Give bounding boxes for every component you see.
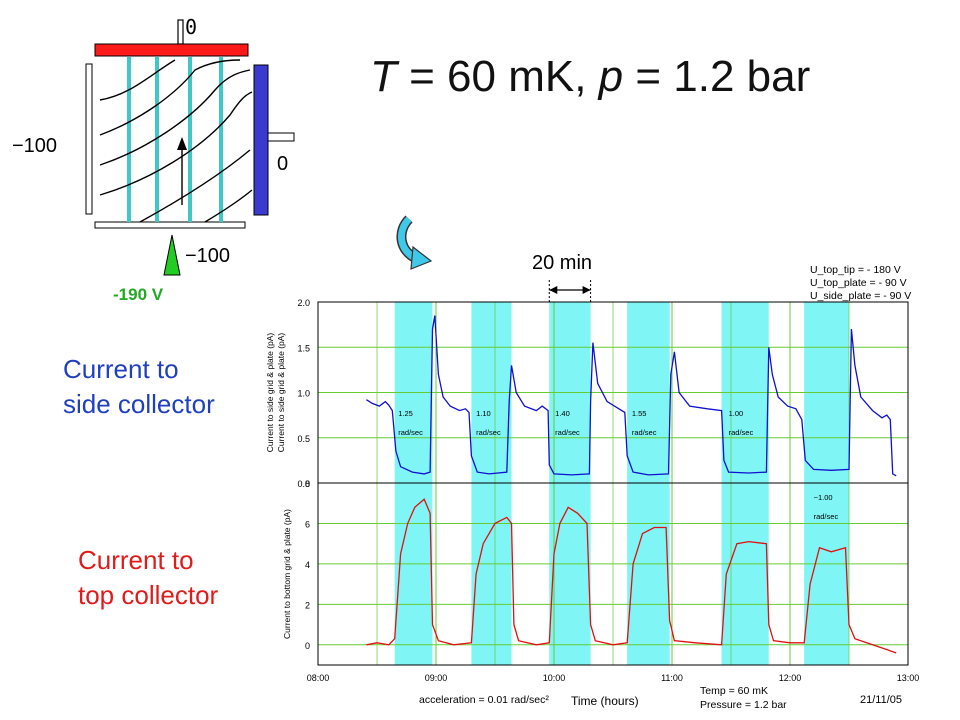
y-tick-label: 8 (305, 479, 310, 489)
duration-label: 20 min (532, 252, 593, 274)
rate-unit-label: rad/sec (555, 428, 580, 437)
y-tick-label: 1.5 (297, 343, 310, 353)
arrow-left-icon (549, 286, 558, 294)
y-tick-label: 6 (305, 519, 310, 529)
rotation-arrow-icon (396, 215, 433, 270)
top-value: 0 (185, 15, 197, 39)
top-plate (94, 43, 249, 57)
x-tick-label: 12:00 (779, 673, 802, 683)
x-tick-label: 11:00 (661, 673, 683, 683)
x-tick-label: 08:00 (307, 673, 330, 683)
y-axis-label: Current to bottom grid & plate (pA) (282, 509, 292, 639)
y-axis-label: Current to side grid & plate (pA) (265, 333, 275, 453)
rate-value-label: 1.40 (555, 409, 570, 418)
x-tick-label: 10:00 (543, 673, 566, 683)
y-tick-label: 0.5 (297, 434, 310, 444)
arrow-up-icon (177, 137, 187, 150)
arrow-right-icon (582, 286, 591, 294)
rate-value-label: 1.55 (632, 409, 647, 418)
rate-value-label: 1.00 (729, 409, 744, 418)
rate-value-label: 1.25 (398, 409, 413, 418)
rate-unit-label: rad/sec (814, 512, 839, 521)
left-plate (85, 63, 93, 215)
bottom-plate (94, 221, 246, 229)
slide-title: T = 60 mK, p = 1.2 bar (370, 52, 811, 101)
panel-frame (317, 482, 909, 666)
y-tick-label: 4 (305, 560, 310, 570)
side-plate-stem (267, 132, 295, 142)
series-line-0 (366, 315, 897, 477)
y-tick-label: 2.0 (297, 298, 310, 308)
rate-value-label: 1.10 (476, 409, 491, 418)
x-axis-label: Time (hours) (571, 694, 639, 708)
rate-unit-label: rad/sec (632, 428, 657, 437)
bottom-value: −100 (185, 245, 230, 267)
acceleration-note: acceleration = 0.01 rad/sec² (419, 694, 549, 706)
rate-value-label: −1.00 (814, 493, 833, 502)
right-value: 0 (277, 153, 288, 175)
voltage-notes: U_top_tip = - 180 V U_top_plate = - 90 V… (810, 264, 912, 302)
top-collector-label: Current to top collector (78, 545, 219, 611)
equipotential-lines (99, 59, 253, 223)
x-tick-label: 09:00 (425, 673, 448, 683)
rate-unit-label: rad/sec (729, 428, 754, 437)
date-label: 21/11/05 (860, 694, 903, 706)
rate-unit-label: rad/sec (476, 428, 501, 437)
side-collector-label: Current to side collector (63, 354, 215, 420)
conditions-note: Temp = 60 mK Pressure = 1.2 bar (700, 685, 787, 711)
tip-electrode (163, 234, 181, 276)
y-axis-label: Current to side grid & plate (pA) (276, 333, 286, 453)
y-tick-label: 2 (305, 600, 310, 610)
series-line-1 (366, 498, 897, 654)
x-tick-label: 13:00 (897, 673, 920, 683)
rate-unit-label: rad/sec (398, 428, 423, 437)
tip-value: -190 V (113, 285, 164, 304)
y-tick-label: 0.0 (297, 479, 310, 489)
electrode-schematic: 0 −100 0 −100 -190 V (12, 15, 295, 304)
y-tick-label: 0 (305, 641, 310, 651)
y-tick-label: 1.0 (297, 389, 310, 399)
left-value: −100 (12, 135, 57, 157)
grid-wires (127, 57, 223, 222)
